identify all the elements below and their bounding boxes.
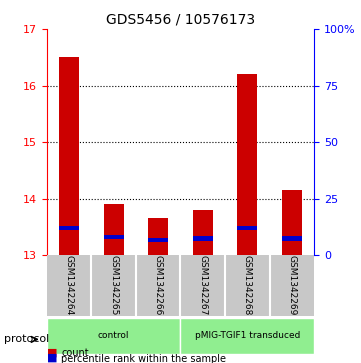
Bar (59, 226, 79, 231)
Text: GSM1342269: GSM1342269 (287, 255, 296, 315)
Bar (148, 219, 168, 255)
Text: GSM1342264: GSM1342264 (65, 255, 74, 315)
Text: GSM1342267: GSM1342267 (198, 255, 207, 315)
Bar (104, 204, 124, 255)
Bar (282, 190, 302, 255)
Bar (237, 74, 257, 255)
Text: ■: ■ (47, 353, 57, 363)
Text: GSM1342265: GSM1342265 (109, 255, 118, 315)
Bar (59, 57, 79, 255)
Text: protocol: protocol (4, 334, 49, 344)
Bar (237, 226, 257, 231)
Bar (148, 238, 168, 242)
Bar (282, 236, 302, 241)
Text: count: count (61, 348, 89, 358)
FancyBboxPatch shape (180, 318, 314, 354)
FancyBboxPatch shape (47, 318, 180, 354)
Title: GDS5456 / 10576173: GDS5456 / 10576173 (106, 12, 255, 26)
Bar (193, 236, 213, 241)
Text: GSM1342266: GSM1342266 (154, 255, 163, 315)
Text: control: control (98, 331, 130, 340)
Text: pMIG-TGIF1 transduced: pMIG-TGIF1 transduced (195, 331, 300, 340)
Bar (104, 235, 124, 239)
Text: GSM1342268: GSM1342268 (243, 255, 252, 315)
Text: percentile rank within the sample: percentile rank within the sample (61, 354, 226, 363)
Bar (193, 210, 213, 255)
Text: ■: ■ (47, 347, 57, 358)
